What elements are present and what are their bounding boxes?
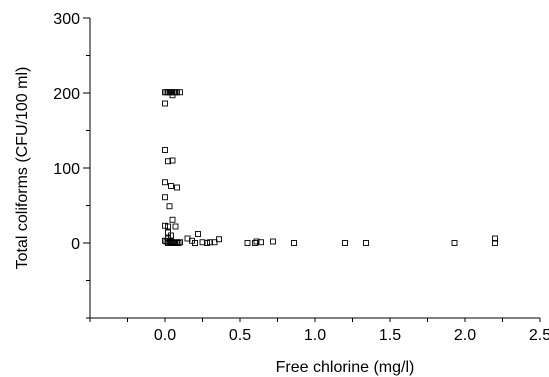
data-point xyxy=(162,222,168,229)
y-tick-label: 300 xyxy=(53,11,80,28)
data-point xyxy=(166,239,173,246)
data-point xyxy=(270,238,276,245)
data-point xyxy=(162,100,168,107)
data-points xyxy=(162,89,498,246)
data-point xyxy=(162,147,168,153)
data-point xyxy=(175,240,182,246)
data-point xyxy=(163,238,170,245)
data-point xyxy=(168,232,174,239)
data-point xyxy=(195,231,201,237)
data-point xyxy=(171,239,177,246)
y-tick-label: 200 xyxy=(53,86,80,103)
ticks: 0 100 200 300 0.0 0.5 1.0 1.5 2.0 2.5 xyxy=(53,11,549,344)
data-point xyxy=(165,158,171,165)
data-point xyxy=(169,92,176,99)
x-axis-title: Free chlorine (mg/l) xyxy=(276,359,415,376)
data-point xyxy=(177,239,183,246)
data-point xyxy=(162,194,168,201)
data-point xyxy=(451,240,458,246)
axes xyxy=(89,18,540,319)
data-point xyxy=(169,216,176,223)
data-point xyxy=(172,223,179,230)
data-point xyxy=(169,157,176,164)
x-tick-label: 2.5 xyxy=(529,327,549,344)
data-point xyxy=(192,240,198,246)
x-tick-label: 2.0 xyxy=(454,327,476,344)
data-point xyxy=(172,240,179,246)
data-point xyxy=(166,203,173,210)
data-point xyxy=(168,183,174,189)
data-point xyxy=(165,229,171,236)
data-point xyxy=(199,239,206,246)
data-point xyxy=(165,223,171,230)
data-point xyxy=(169,240,176,246)
y-axis-title: Total coliforms (CFU/100 ml) xyxy=(14,67,31,270)
data-point xyxy=(258,239,264,246)
data-point xyxy=(252,240,258,246)
data-point xyxy=(216,236,222,243)
data-point xyxy=(492,235,498,242)
x-tick-label: 1.5 xyxy=(379,327,401,344)
y-tick-label: 100 xyxy=(53,161,80,178)
data-point xyxy=(253,238,260,245)
y-tick-label: 0 xyxy=(71,236,80,253)
data-point xyxy=(174,184,180,191)
x-tick-label: 0.5 xyxy=(229,327,251,344)
data-point xyxy=(162,179,168,186)
x-tick-label: 1.0 xyxy=(304,327,326,344)
data-point xyxy=(207,239,213,246)
data-point xyxy=(204,240,210,246)
data-point xyxy=(492,240,498,246)
data-point xyxy=(174,89,180,96)
data-point xyxy=(363,240,369,246)
data-point xyxy=(291,240,297,246)
data-point xyxy=(165,240,171,246)
x-tick-label: 0.0 xyxy=(154,327,176,344)
data-point xyxy=(168,238,174,245)
data-point xyxy=(342,240,348,246)
data-point xyxy=(174,239,180,246)
data-point xyxy=(177,89,183,96)
data-point xyxy=(211,239,218,246)
data-point xyxy=(244,240,251,246)
